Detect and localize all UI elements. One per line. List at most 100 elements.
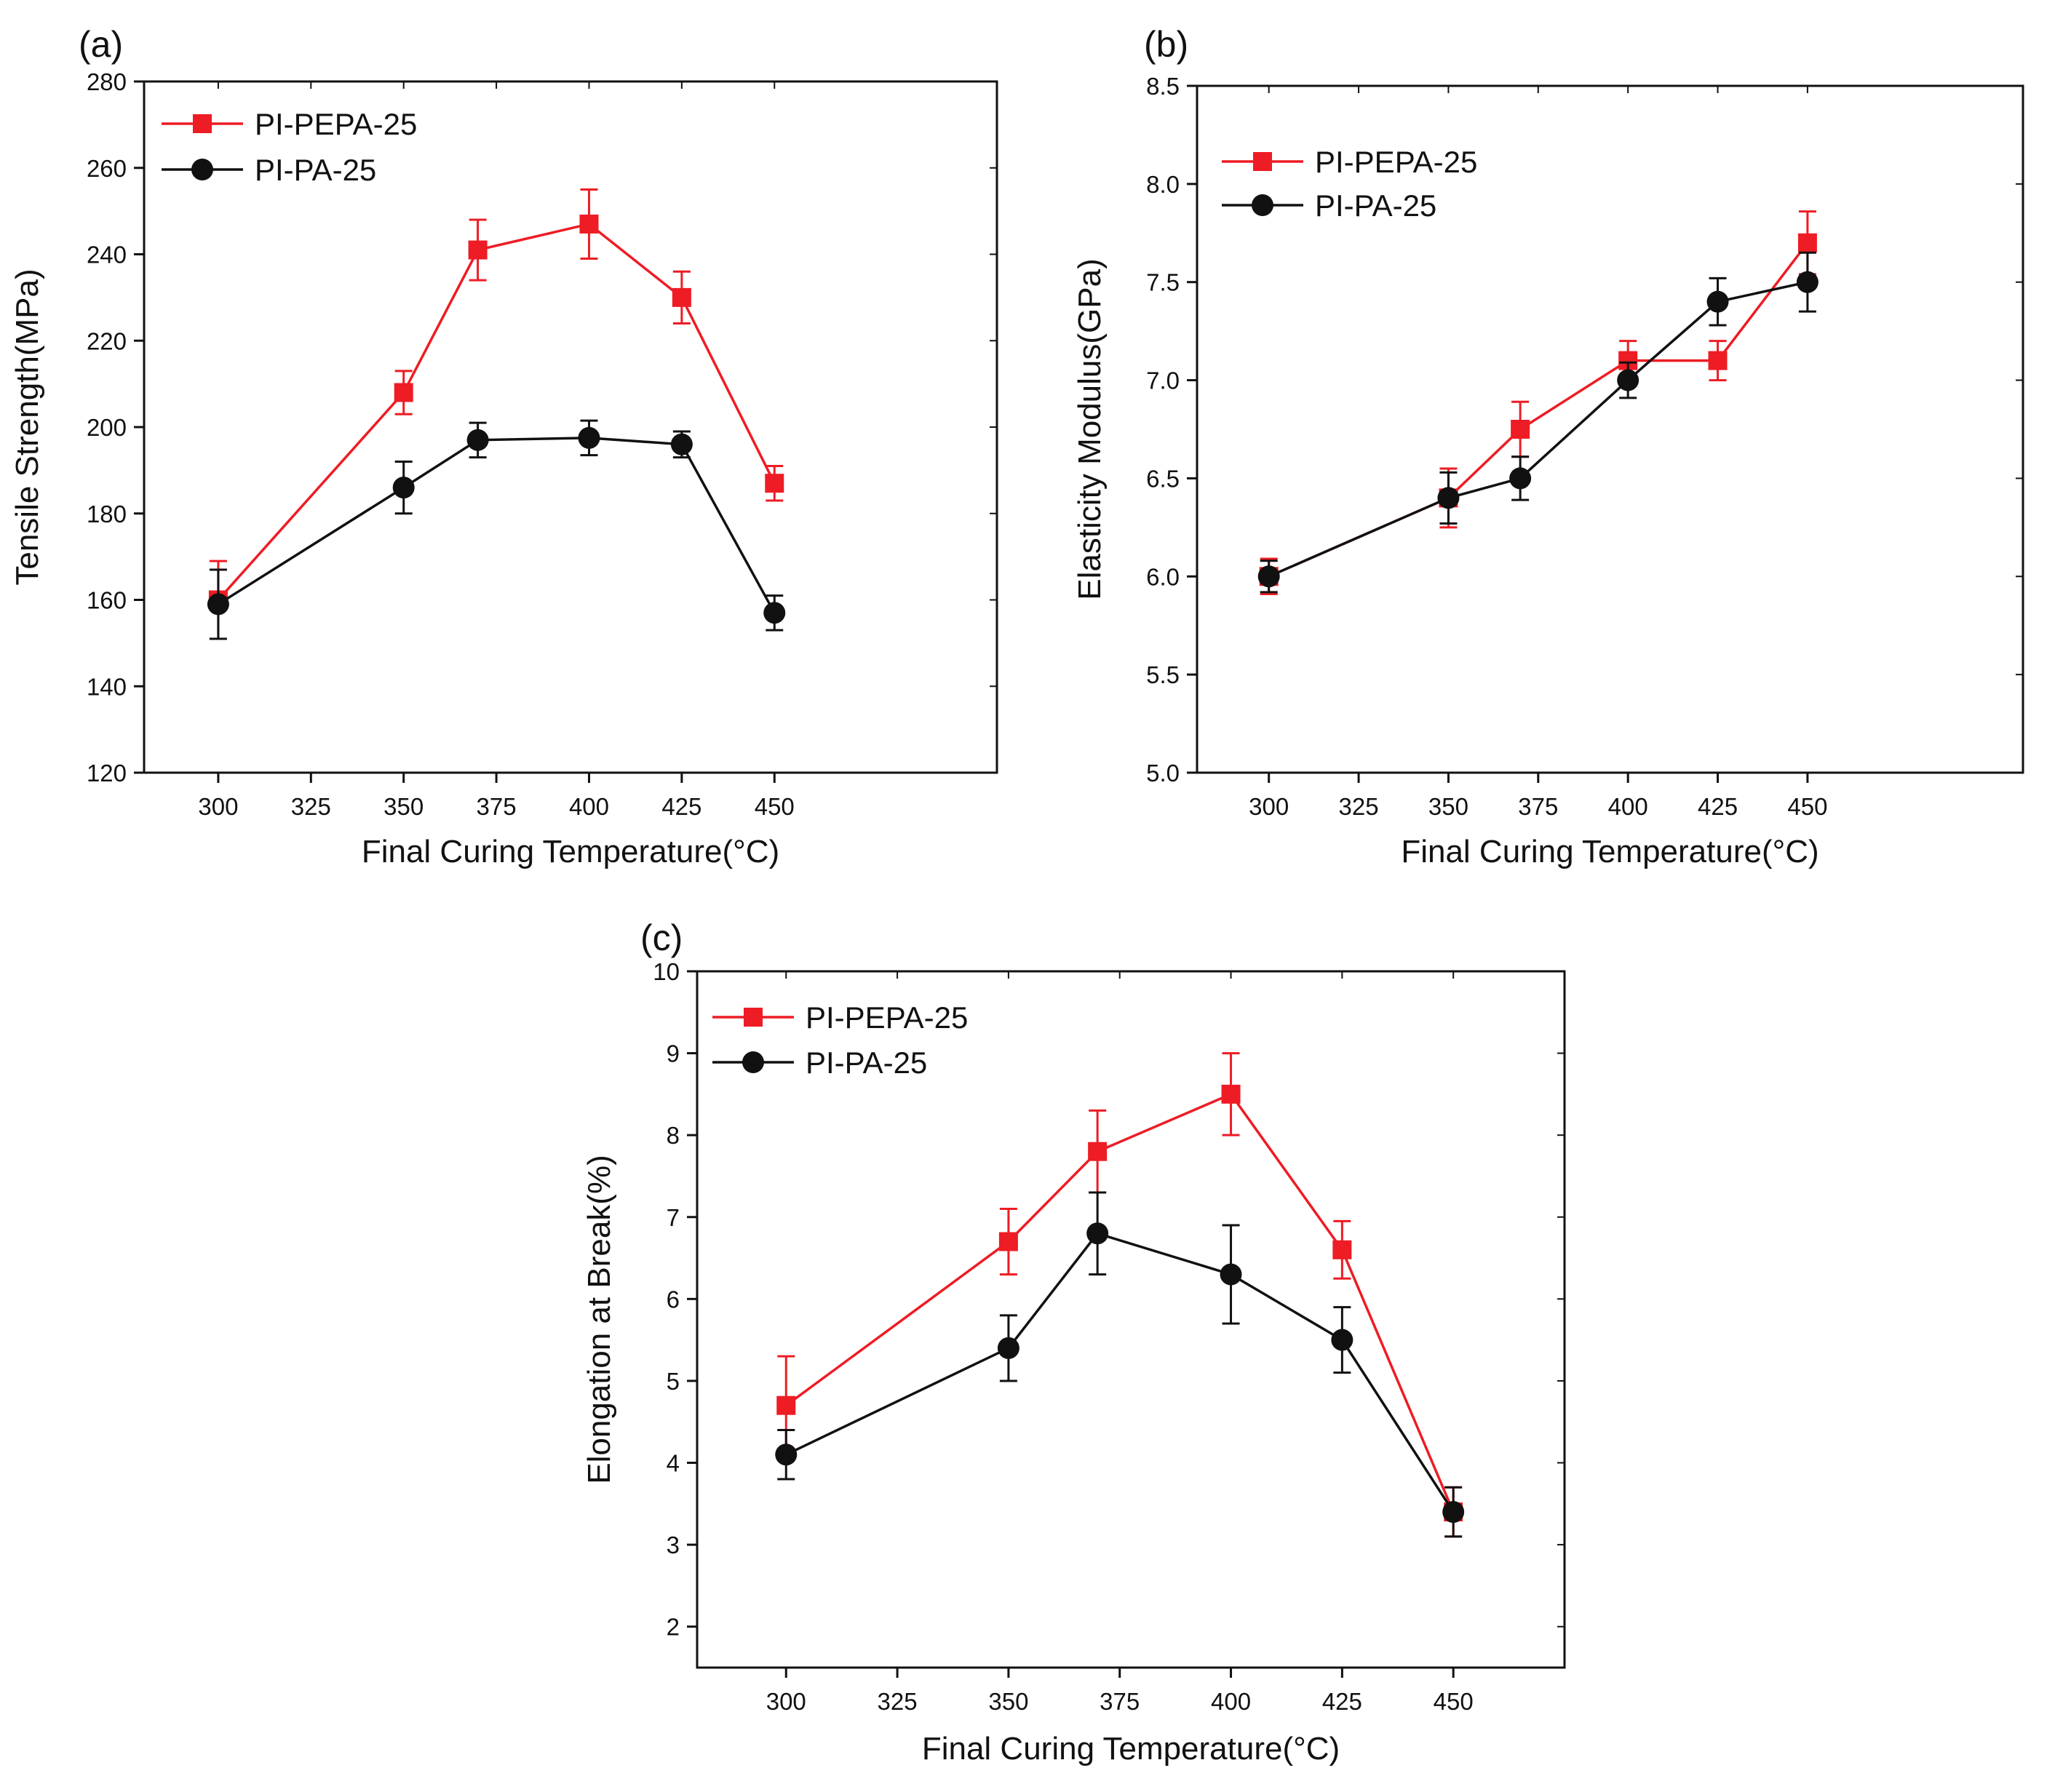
- y-tick-label: 280: [87, 68, 127, 95]
- y-tick-label: 200: [87, 414, 127, 441]
- y-axis-title: Tensile Strength(MPa): [9, 268, 45, 585]
- series-line: [1268, 281, 1808, 578]
- legend-label: PI-PA-25: [806, 1046, 927, 1080]
- series-pi-pa-25: [775, 1191, 1465, 1538]
- y-tick-label: 2: [667, 1614, 680, 1641]
- legend-item: PI-PA-25: [712, 1046, 927, 1080]
- data-point: [394, 383, 413, 402]
- data-point: [775, 1443, 798, 1466]
- y-tick-label: 260: [87, 155, 127, 182]
- legend-label: PI-PEPA-25: [255, 107, 417, 141]
- data-point: [1086, 1222, 1109, 1245]
- x-tick-label: 325: [1339, 793, 1379, 820]
- data-point: [765, 474, 784, 493]
- data-point: [763, 602, 786, 624]
- data-point: [1706, 290, 1729, 313]
- panel-label: (c): [640, 917, 683, 958]
- x-tick-label: 400: [1211, 1688, 1251, 1715]
- data-point: [392, 477, 415, 499]
- y-axis-title: Elasticity Modulus(GPa): [1072, 258, 1108, 600]
- y-tick-label: 8.5: [1146, 73, 1180, 100]
- y-tick-label: 3: [667, 1532, 680, 1558]
- y-tick-label: 8.0: [1146, 171, 1180, 198]
- x-tick-label: 450: [1434, 1688, 1474, 1715]
- legend-marker: [1253, 152, 1272, 171]
- series-pi-pa-25: [207, 419, 786, 640]
- x-tick-label: 400: [569, 793, 609, 820]
- y-tick-label: 8: [667, 1122, 680, 1149]
- x-tick-label: 350: [988, 1688, 1028, 1715]
- y-tick-label: 4: [667, 1450, 680, 1477]
- legend-item: PI-PA-25: [1222, 188, 1436, 223]
- panel-label: (b): [1144, 24, 1188, 65]
- data-point: [578, 426, 600, 449]
- x-axis-title: Final Curing Temperature(°C): [922, 1731, 1340, 1767]
- y-tick-label: 6: [667, 1286, 680, 1313]
- chart-panel-a: (a) 300 325 350 375 400 425 450 120 140 160 180 200 2…: [9, 24, 998, 869]
- x-tick-label: 300: [198, 793, 238, 820]
- data-point: [1257, 565, 1280, 588]
- data-point: [1708, 351, 1728, 370]
- plot-frame: [696, 970, 1566, 1669]
- data-point: [997, 1337, 1019, 1359]
- y-tick-label: 140: [87, 673, 127, 700]
- y-tick-label: 180: [87, 501, 127, 527]
- series-pi-pepa-25: [776, 1052, 1463, 1538]
- data-point: [1509, 467, 1532, 490]
- y-tick-label: 5: [667, 1368, 680, 1395]
- data-point: [579, 214, 599, 234]
- legend-item: PI-PA-25: [162, 153, 376, 187]
- series-line: [1268, 242, 1809, 578]
- data-point: [1088, 1142, 1108, 1161]
- chart-panel-c: (c) 300 325 350 375 400 425 450 2 3 4 5 6 7 8 9 10 Final …: [581, 917, 1566, 1767]
- series-pi-pepa-25: [208, 188, 784, 640]
- x-axis-title: Final Curing Temperature(°C): [362, 834, 779, 869]
- x-tick-label: 450: [755, 793, 795, 820]
- y-axis-title: Elongation at Break(%): [581, 1155, 617, 1484]
- plot-frame: [1196, 84, 2024, 774]
- data-point: [672, 287, 691, 307]
- data-point: [998, 1232, 1018, 1251]
- data-point: [1331, 1329, 1353, 1351]
- y-tick-label: 120: [87, 760, 127, 787]
- legend-label: PI-PEPA-25: [806, 1000, 968, 1035]
- x-axis-title: Final Curing Temperature(°C): [1401, 834, 1818, 869]
- series-pi-pepa-25: [1259, 210, 1817, 596]
- y-tick-label: 160: [87, 587, 127, 614]
- data-point: [1221, 1084, 1241, 1104]
- x-tick-label: 350: [383, 793, 424, 820]
- data-point: [670, 433, 693, 455]
- data-point: [776, 1395, 796, 1415]
- legend-marker: [193, 114, 212, 133]
- data-point: [1220, 1263, 1242, 1286]
- x-tick-label: 400: [1608, 793, 1648, 820]
- data-point: [1437, 487, 1460, 509]
- x-tick-label: 450: [1787, 793, 1827, 820]
- y-tick-label: 9: [667, 1040, 680, 1067]
- x-tick-label: 375: [1518, 793, 1558, 820]
- x-tick-label: 300: [766, 1688, 806, 1715]
- data-point: [468, 240, 488, 260]
- x-tick-label: 425: [661, 793, 701, 820]
- legend-marker: [742, 1051, 764, 1073]
- chart-panel-b: (b) 300 325 350 375 400 425 450 5.0 5.5 6.0 6.5 7.0 7…: [1072, 24, 2024, 869]
- y-tick-label: 6.0: [1146, 563, 1180, 590]
- series-line: [217, 437, 776, 614]
- y-tick-label: 5.5: [1146, 661, 1180, 688]
- series-pi-pa-25: [1257, 251, 1818, 594]
- legend-marker: [744, 1008, 763, 1027]
- legend-item: PI-PEPA-25: [162, 107, 417, 141]
- series-line: [785, 1232, 1455, 1513]
- data-point: [1511, 420, 1530, 439]
- legend: PI-PEPA-25 PI-PA-25: [712, 1000, 968, 1080]
- legend-label: PI-PEPA-25: [1315, 145, 1477, 179]
- data-point: [1797, 233, 1817, 252]
- y-tick-label: 5.0: [1146, 760, 1180, 787]
- legend-marker: [191, 159, 213, 180]
- x-tick-label: 375: [1100, 1688, 1140, 1715]
- data-point: [1332, 1240, 1352, 1259]
- legend: PI-PEPA-25 PI-PA-25: [1222, 145, 1477, 223]
- x-tick-label: 425: [1322, 1688, 1362, 1715]
- y-tick-label: 10: [653, 958, 680, 985]
